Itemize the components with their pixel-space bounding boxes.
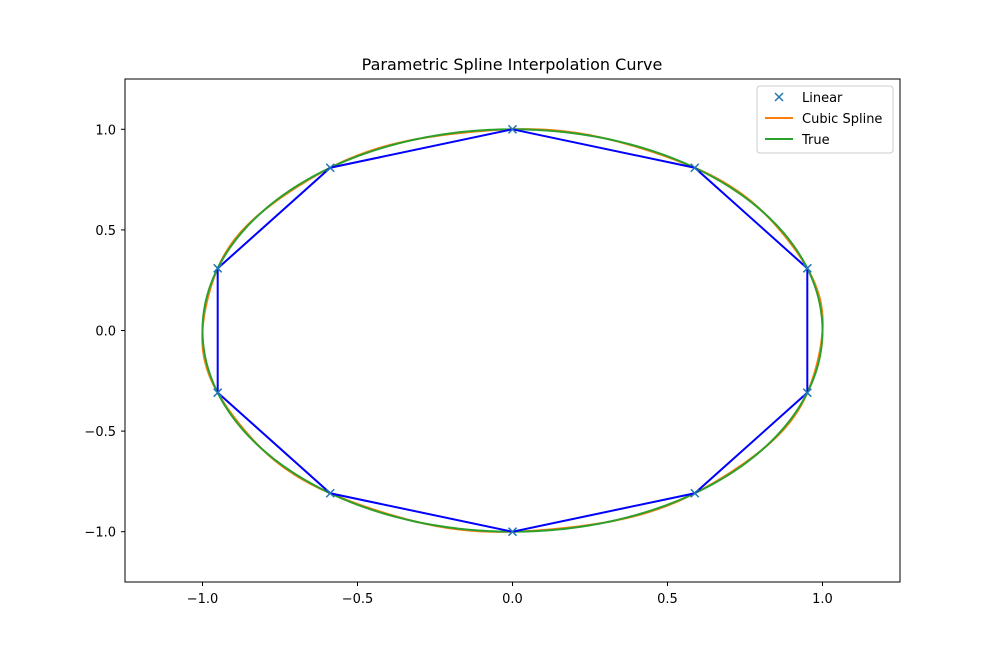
linear-marker — [325, 488, 335, 498]
linear-marker-stroke — [325, 163, 335, 173]
series-linear-line — [216, 128, 809, 533]
x-tick-label: −1.0 — [187, 592, 219, 607]
y-tick-label: −0.5 — [84, 425, 116, 440]
axes-frame — [124, 78, 901, 583]
plot-area — [201, 124, 824, 537]
linear-marker-stroke — [213, 388, 223, 398]
linear-marker — [802, 263, 812, 273]
linear-marker-stroke — [690, 488, 700, 498]
y-tick-label: 0.5 — [95, 224, 116, 239]
linear-marker — [507, 124, 518, 134]
x-tick-label: 0.5 — [657, 592, 678, 607]
y-tick-label: 0.0 — [95, 325, 116, 340]
x-tick-label: −0.5 — [342, 592, 374, 607]
legend-label: Cubic Spline — [802, 112, 882, 127]
linear-marker — [213, 388, 223, 398]
legend-entry: Linear — [774, 91, 843, 106]
linear-marker — [325, 163, 335, 173]
linear-marker — [690, 488, 700, 498]
legend-entry: Cubic Spline — [765, 112, 882, 127]
series-cubic-spline-line — [201, 128, 824, 533]
x-tick-label: 1.0 — [812, 592, 833, 607]
linear-marker — [690, 163, 700, 173]
legend-entry: True — [765, 133, 830, 148]
linear-marker-stroke — [507, 527, 518, 537]
linear-marker-stroke — [690, 163, 700, 173]
linear-marker-stroke — [507, 124, 518, 134]
series-true-line — [201, 128, 824, 533]
axes: −1.0 −0.5 0.0 0.5 1.0 −1.0 −0.5 0.0 0.5 1.0 — [84, 78, 901, 607]
linear-marker-stroke — [325, 488, 335, 498]
legend-box — [756, 85, 894, 154]
y-tick-label: −1.0 — [84, 526, 116, 541]
legend-swatch — [774, 92, 784, 102]
y-tick-label: 1.0 — [95, 123, 116, 138]
legend-label: Linear — [802, 91, 843, 106]
linear-marker — [507, 527, 518, 537]
legend: Linear Cubic Spline True — [756, 85, 894, 154]
x-tick-label: 0.0 — [502, 592, 523, 607]
linear-marker-stroke — [213, 263, 223, 273]
legend-label: True — [801, 133, 830, 148]
linear-marker — [213, 263, 223, 273]
linear-marker-stroke — [802, 263, 812, 273]
chart-title: Parametric Spline Interpolation Curve — [362, 55, 663, 74]
linear-marker — [802, 388, 812, 398]
linear-marker-stroke — [802, 388, 812, 398]
